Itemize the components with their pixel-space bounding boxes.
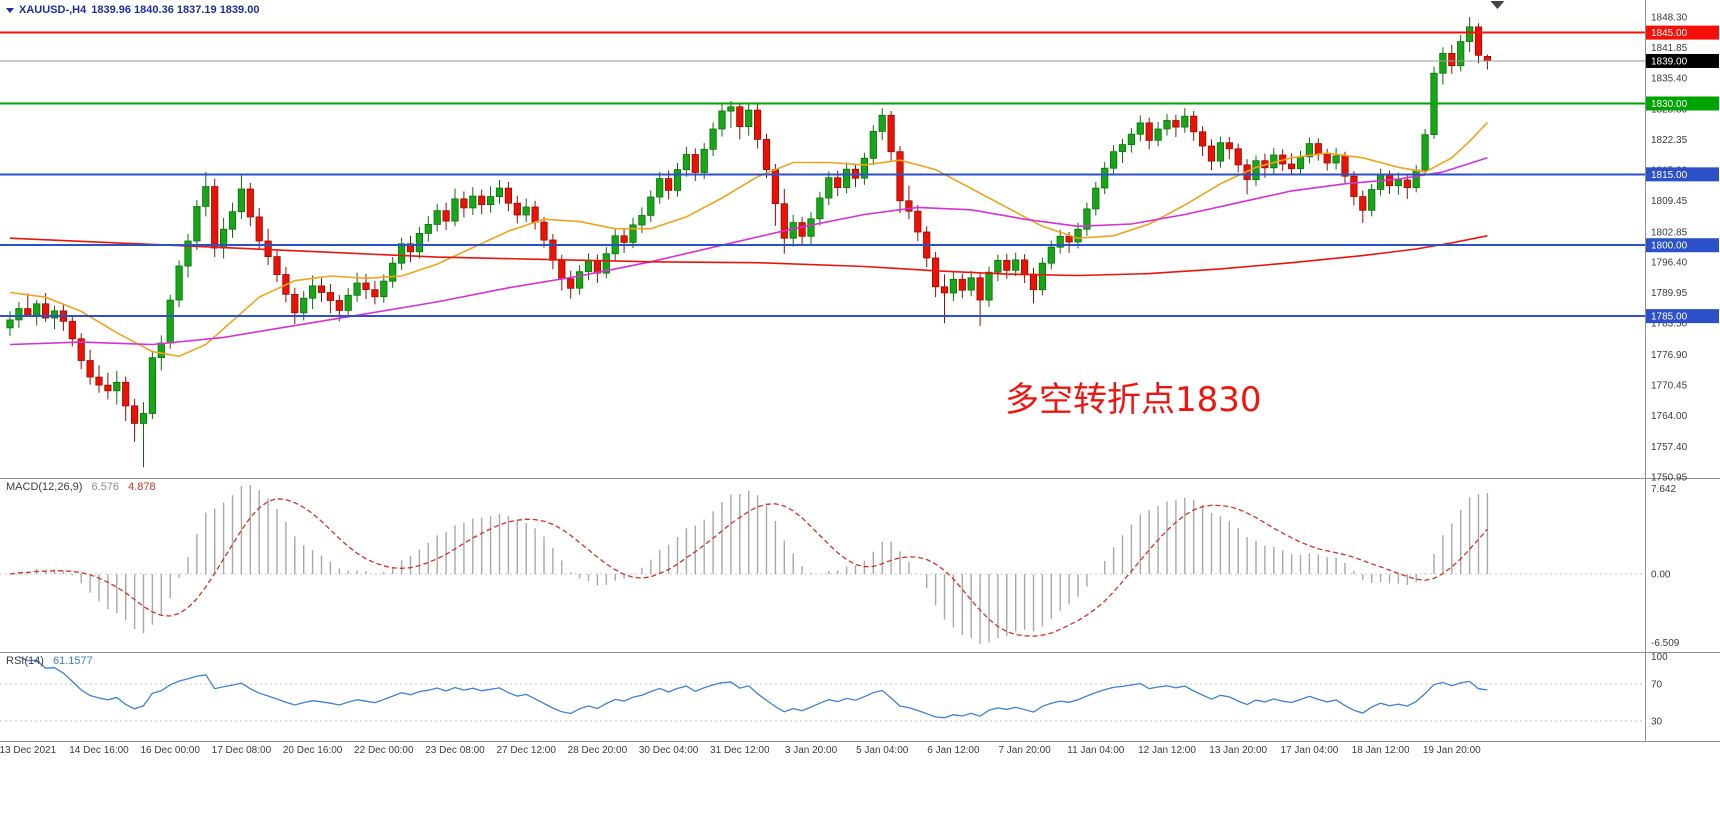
symbol-period-label: XAUUSD-,H4 1839.96 1840.36 1837.19 1839.… (6, 4, 259, 16)
time-tick: 7 Jan 20:00 (998, 745, 1051, 756)
time-tick: 23 Dec 08:00 (425, 745, 485, 756)
symbol-period-text: XAUUSD-,H4 (19, 4, 87, 16)
time-tick: 13 Dec 2021 (0, 745, 57, 756)
macd-scale-label: 7.642 (1651, 484, 1676, 495)
macd-indicator-label: MACD(12,26,9) 6.576 4.878 (6, 481, 156, 493)
chart-shift-marker[interactable] (1490, 1, 1505, 9)
macd-scale-label: -6.509 (1651, 638, 1680, 649)
ma-medium-line (9, 157, 1488, 346)
price-tags: 1845.00 1839.00 1830.00 1815.00 1800.00 1785.… (1646, 25, 1719, 324)
time-tick: 16 Dec 00:00 (140, 745, 200, 756)
time-tick: 6 Jan 12:00 (927, 745, 980, 756)
macd-signal-line (9, 497, 1488, 637)
ma-lines-layer (9, 121, 1488, 358)
price-tag-box (1646, 238, 1719, 253)
time-tick: 19 Jan 20:00 (1423, 745, 1481, 756)
time-tick: 5 Jan 04:00 (856, 745, 909, 756)
rsi-pane[interactable]: 100 70 30 (0, 652, 1668, 727)
ma-slow-line (9, 235, 1488, 277)
time-tick: 27 Dec 12:00 (496, 745, 556, 756)
price-tick: 1764.00 (1651, 411, 1688, 422)
price-tick: 1776.90 (1651, 350, 1688, 361)
time-tick: 20 Dec 16:00 (283, 745, 343, 756)
time-tick: 22 Dec 00:00 (354, 745, 414, 756)
price-tag-label: 1815.00 (1651, 170, 1688, 181)
levels-layer (0, 31, 1645, 318)
pane-borders (0, 0, 1720, 742)
price-tick: 1770.45 (1651, 380, 1688, 391)
rsi-name: RSI(14) (6, 655, 44, 667)
time-scale[interactable]: 13 Dec 2021 14 Dec 16:00 16 Dec 00:00 17 De… (0, 745, 1481, 756)
annotation-text: 多空转折点1830 (1005, 380, 1262, 420)
price-tag-box (1646, 25, 1719, 40)
price-tag-box (1646, 309, 1719, 324)
rsi-scale-label: 100 (1651, 652, 1668, 663)
price-tick: 1848.30 (1651, 13, 1688, 24)
time-tick: 12 Jan 12:00 (1138, 745, 1196, 756)
time-tick: 17 Dec 08:00 (212, 745, 272, 756)
price-tag-label: 1785.00 (1651, 312, 1688, 323)
rsi-value: 61.1577 (52, 655, 93, 667)
time-tick: 17 Jan 04:00 (1280, 745, 1338, 756)
price-tick: 1789.95 (1651, 288, 1688, 299)
price-tag-box (1646, 167, 1719, 182)
rsi-indicator-label: RSI(14) 61.1577 (6, 655, 93, 667)
price-tick: 1757.40 (1651, 442, 1688, 453)
price-tag-label: 1839.00 (1651, 56, 1688, 67)
price-tick: 1841.85 (1651, 43, 1688, 54)
price-tick: 1822.35 (1651, 135, 1688, 146)
dropdown-arrow-icon (6, 7, 14, 13)
macd-signal-value: 4.878 (128, 481, 156, 493)
ma-fast-line (9, 121, 1488, 358)
macd-main-value: 6.576 (91, 481, 120, 493)
time-tick: 28 Dec 20:00 (568, 745, 628, 756)
price-tick: 1809.45 (1651, 196, 1688, 207)
current-bar-ohlc: 1839.96 1840.36 1837.19 1839.00 (91, 4, 260, 16)
time-tick: 14 Dec 16:00 (69, 745, 129, 756)
time-tick: 3 Jan 20:00 (785, 745, 838, 756)
time-tick: 30 Dec 04:00 (639, 745, 699, 756)
time-tick: 13 Jan 20:00 (1209, 745, 1267, 756)
macd-pane[interactable]: 7.642 0.00 -6.509 (0, 484, 1680, 649)
rsi-line (18, 656, 1488, 719)
price-tag-box (1646, 96, 1719, 111)
price-tick: 1835.40 (1651, 73, 1688, 84)
price-tick: 1783.50 (1651, 319, 1688, 330)
rsi-scale-label: 70 (1651, 680, 1663, 691)
price-tag-label: 1830.00 (1651, 99, 1688, 110)
price-tag-box (1646, 53, 1719, 68)
rsi-scale-label: 30 (1651, 716, 1663, 727)
candles-layer (6, 17, 1491, 468)
time-tick: 31 Dec 12:00 (710, 745, 770, 756)
macd-name: MACD(12,26,9) (6, 481, 83, 493)
time-tick: 18 Jan 12:00 (1352, 745, 1410, 756)
price-tick: 1802.85 (1651, 227, 1688, 238)
price-tag-label: 1845.00 (1651, 28, 1688, 39)
macd-scale-label: 0.00 (1651, 570, 1671, 581)
time-tick: 11 Jan 04:00 (1067, 745, 1125, 756)
price-tag-label: 1800.00 (1651, 241, 1688, 252)
price-tick: 1796.40 (1651, 258, 1688, 269)
price-tick: 1750.95 (1651, 473, 1688, 484)
